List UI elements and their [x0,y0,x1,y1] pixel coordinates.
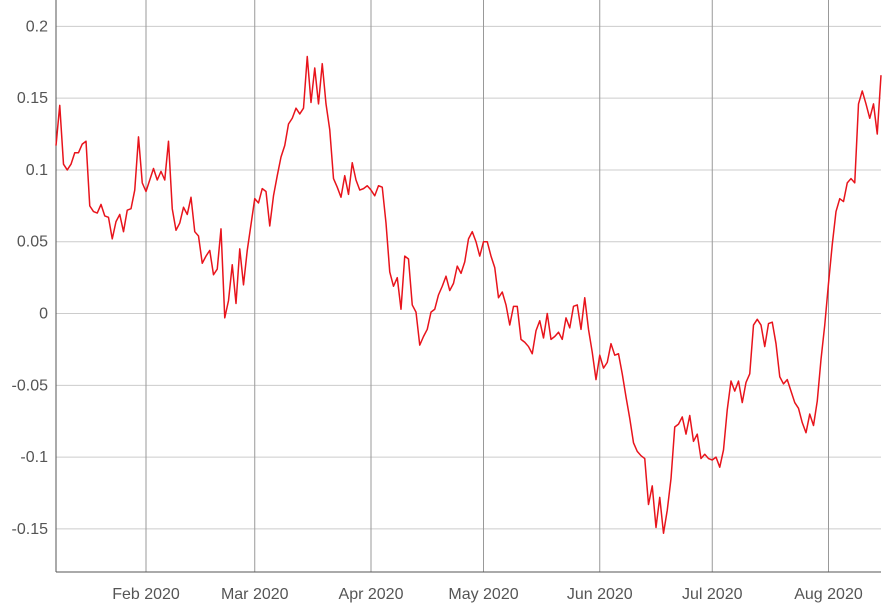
y-tick-label: 0.05 [17,234,48,251]
grid-layer [56,0,881,572]
y-tick-label: -0.1 [20,449,48,466]
x-tick-label: Apr 2020 [339,586,404,603]
x-tick-label: Mar 2020 [221,586,289,603]
tick-labels: 0.2 0.15 0.1 0.05 0 -0.05 -0.1 -0.15 Feb 2020 Mar… [12,18,863,603]
y-tick-label: 0 [39,306,48,323]
y-tick-label: 0.15 [17,90,48,107]
axis-layer [55,0,881,573]
series-layer [55,55,882,534]
x-tick-label: Jun 2020 [567,586,633,603]
y-tick-label: -0.15 [12,521,49,538]
y-tick-label: -0.05 [12,377,49,394]
x-tick-label: Feb 2020 [112,586,180,603]
x-tick-label: Jul 2020 [682,586,743,603]
y-tick-label: 0.1 [26,162,48,179]
x-tick-label: Aug 2020 [794,586,863,603]
x-tick-label: May 2020 [448,586,518,603]
series-line [55,55,882,534]
y-tick-label: 0.2 [26,18,48,35]
